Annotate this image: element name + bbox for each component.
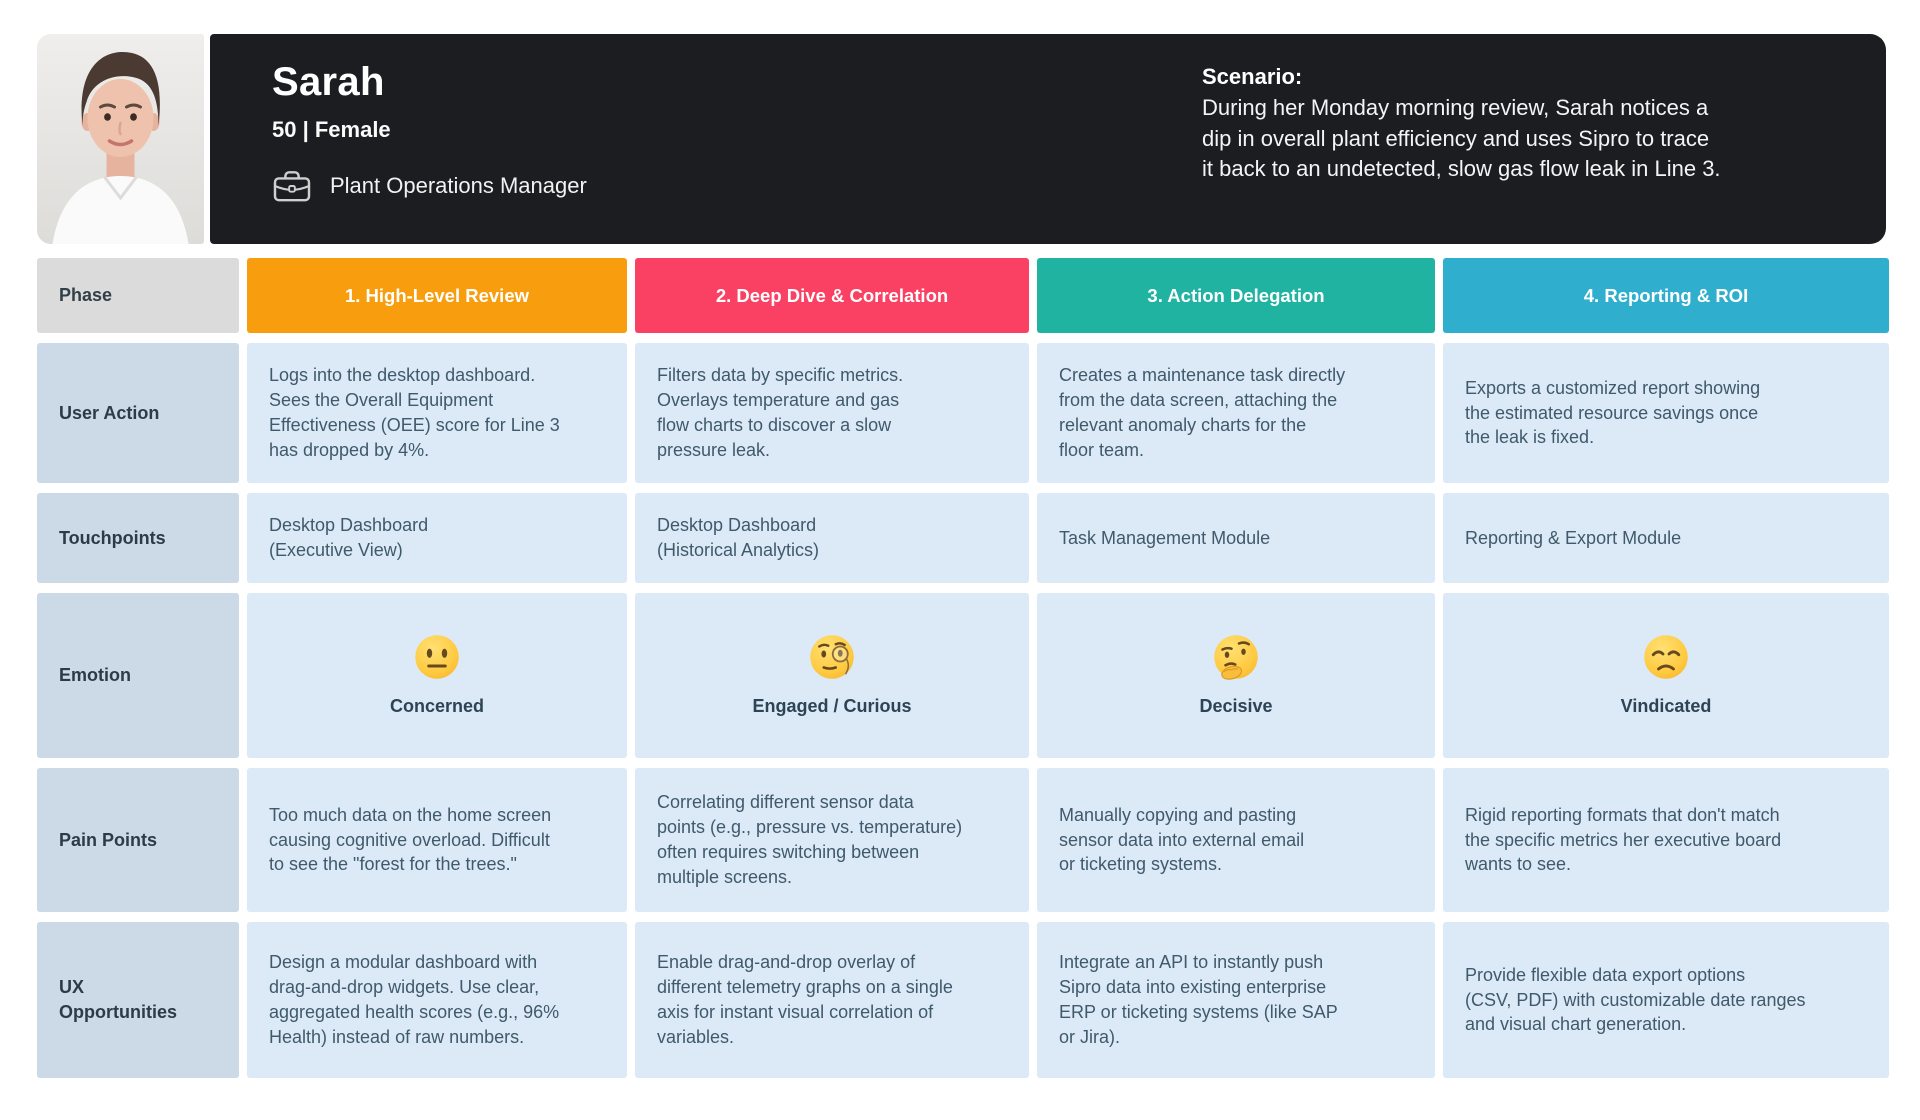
disappointed-face-emoji — [1644, 634, 1688, 679]
row-label-touchpoints: Touchpoints — [37, 493, 239, 583]
briefcase-icon — [273, 171, 311, 202]
ux-opportunities-cell-1: Design a modular dashboard with drag-and… — [247, 922, 627, 1078]
emotion-cell-2: Engaged / Curious — [635, 593, 1029, 758]
phase-header-2: 2. Deep Dive & Correlation — [635, 258, 1029, 333]
persona-journey-map: Sarah 50 | Female Plant Operations Manag… — [37, 34, 1889, 1078]
emotion-label-4: Vindicated — [1620, 695, 1712, 716]
row-label-emotion: Emotion — [37, 593, 239, 758]
monocle-face-emoji — [810, 634, 854, 679]
phase-header-4: 4. Reporting & ROI — [1443, 258, 1889, 333]
touchpoints-cell-2: Desktop Dashboard (Historical Analytics) — [635, 493, 1029, 583]
row-label-phase: Phase — [37, 258, 239, 333]
scenario-text: During her Monday morning review, Sarah … — [1202, 94, 1721, 182]
scenario-label: Scenario: — [1202, 64, 1303, 89]
ux-opportunities-cell-3: Integrate an API to instantly push Sipro… — [1037, 922, 1435, 1078]
woman-portrait-photo — [37, 34, 204, 244]
journey-table: Phase 1. High-Level Review 2. Deep Dive … — [37, 258, 1889, 1078]
user-action-cell-4: Exports a customized report showing the … — [1443, 343, 1889, 483]
pain-points-cell-1: Too much data on the home screen causing… — [247, 768, 627, 912]
user-action-cell-1: Logs into the desktop dashboard. Sees th… — [247, 343, 627, 483]
phase-header-3: 3. Action Delegation — [1037, 258, 1435, 333]
ux-opportunities-cell-2: Enable drag-and-drop overlay of differen… — [635, 922, 1029, 1078]
pain-points-cell-2: Correlating different sensor data points… — [635, 768, 1029, 912]
persona-role-row: Plant Operations Manager — [272, 169, 587, 203]
emotion-cell-4: Vindicated — [1443, 593, 1889, 758]
phase-header-1: 1. High-Level Review — [247, 258, 627, 333]
persona-photo — [37, 34, 204, 244]
scenario-block: Scenario: During her Monday morning revi… — [1202, 60, 1850, 220]
persona-info-panel: Sarah 50 | Female Plant Operations Manag… — [210, 34, 1886, 244]
persona-role: Plant Operations Manager — [330, 173, 587, 198]
user-action-cell-3: Creates a maintenance task directly from… — [1037, 343, 1435, 483]
persona-demographics: 50 | Female — [272, 117, 391, 142]
row-label-ux-opportunities: UX Opportunities — [37, 922, 239, 1078]
user-action-cell-2: Filters data by specific metrics. Overla… — [635, 343, 1029, 483]
persona-header: Sarah 50 | Female Plant Operations Manag… — [37, 34, 1886, 244]
emotion-cell-3: Decisive — [1037, 593, 1435, 758]
touchpoints-cell-4: Reporting & Export Module — [1443, 493, 1889, 583]
thinking-face-emoji — [1214, 634, 1258, 680]
neutral-face-emoji — [415, 634, 459, 679]
emotion-label-1: Concerned — [389, 695, 485, 716]
row-label-user-action: User Action — [37, 343, 239, 483]
emotion-cell-1: Concerned — [247, 593, 627, 758]
persona-identity: Sarah 50 | Female Plant Operations Manag… — [272, 60, 587, 220]
touchpoints-cell-1: Desktop Dashboard (Executive View) — [247, 493, 627, 583]
emotion-label-3: Decisive — [1199, 695, 1273, 716]
ux-opportunities-cell-4: Provide flexible data export options (CS… — [1443, 922, 1889, 1078]
pain-points-cell-3: Manually copying and pasting sensor data… — [1037, 768, 1435, 912]
emotion-label-2: Engaged / Curious — [752, 695, 912, 716]
persona-name: Sarah — [272, 60, 385, 104]
pain-points-cell-4: Rigid reporting formats that don't match… — [1443, 768, 1889, 912]
touchpoints-cell-3: Task Management Module — [1037, 493, 1435, 583]
row-label-pain-points: Pain Points — [37, 768, 239, 912]
